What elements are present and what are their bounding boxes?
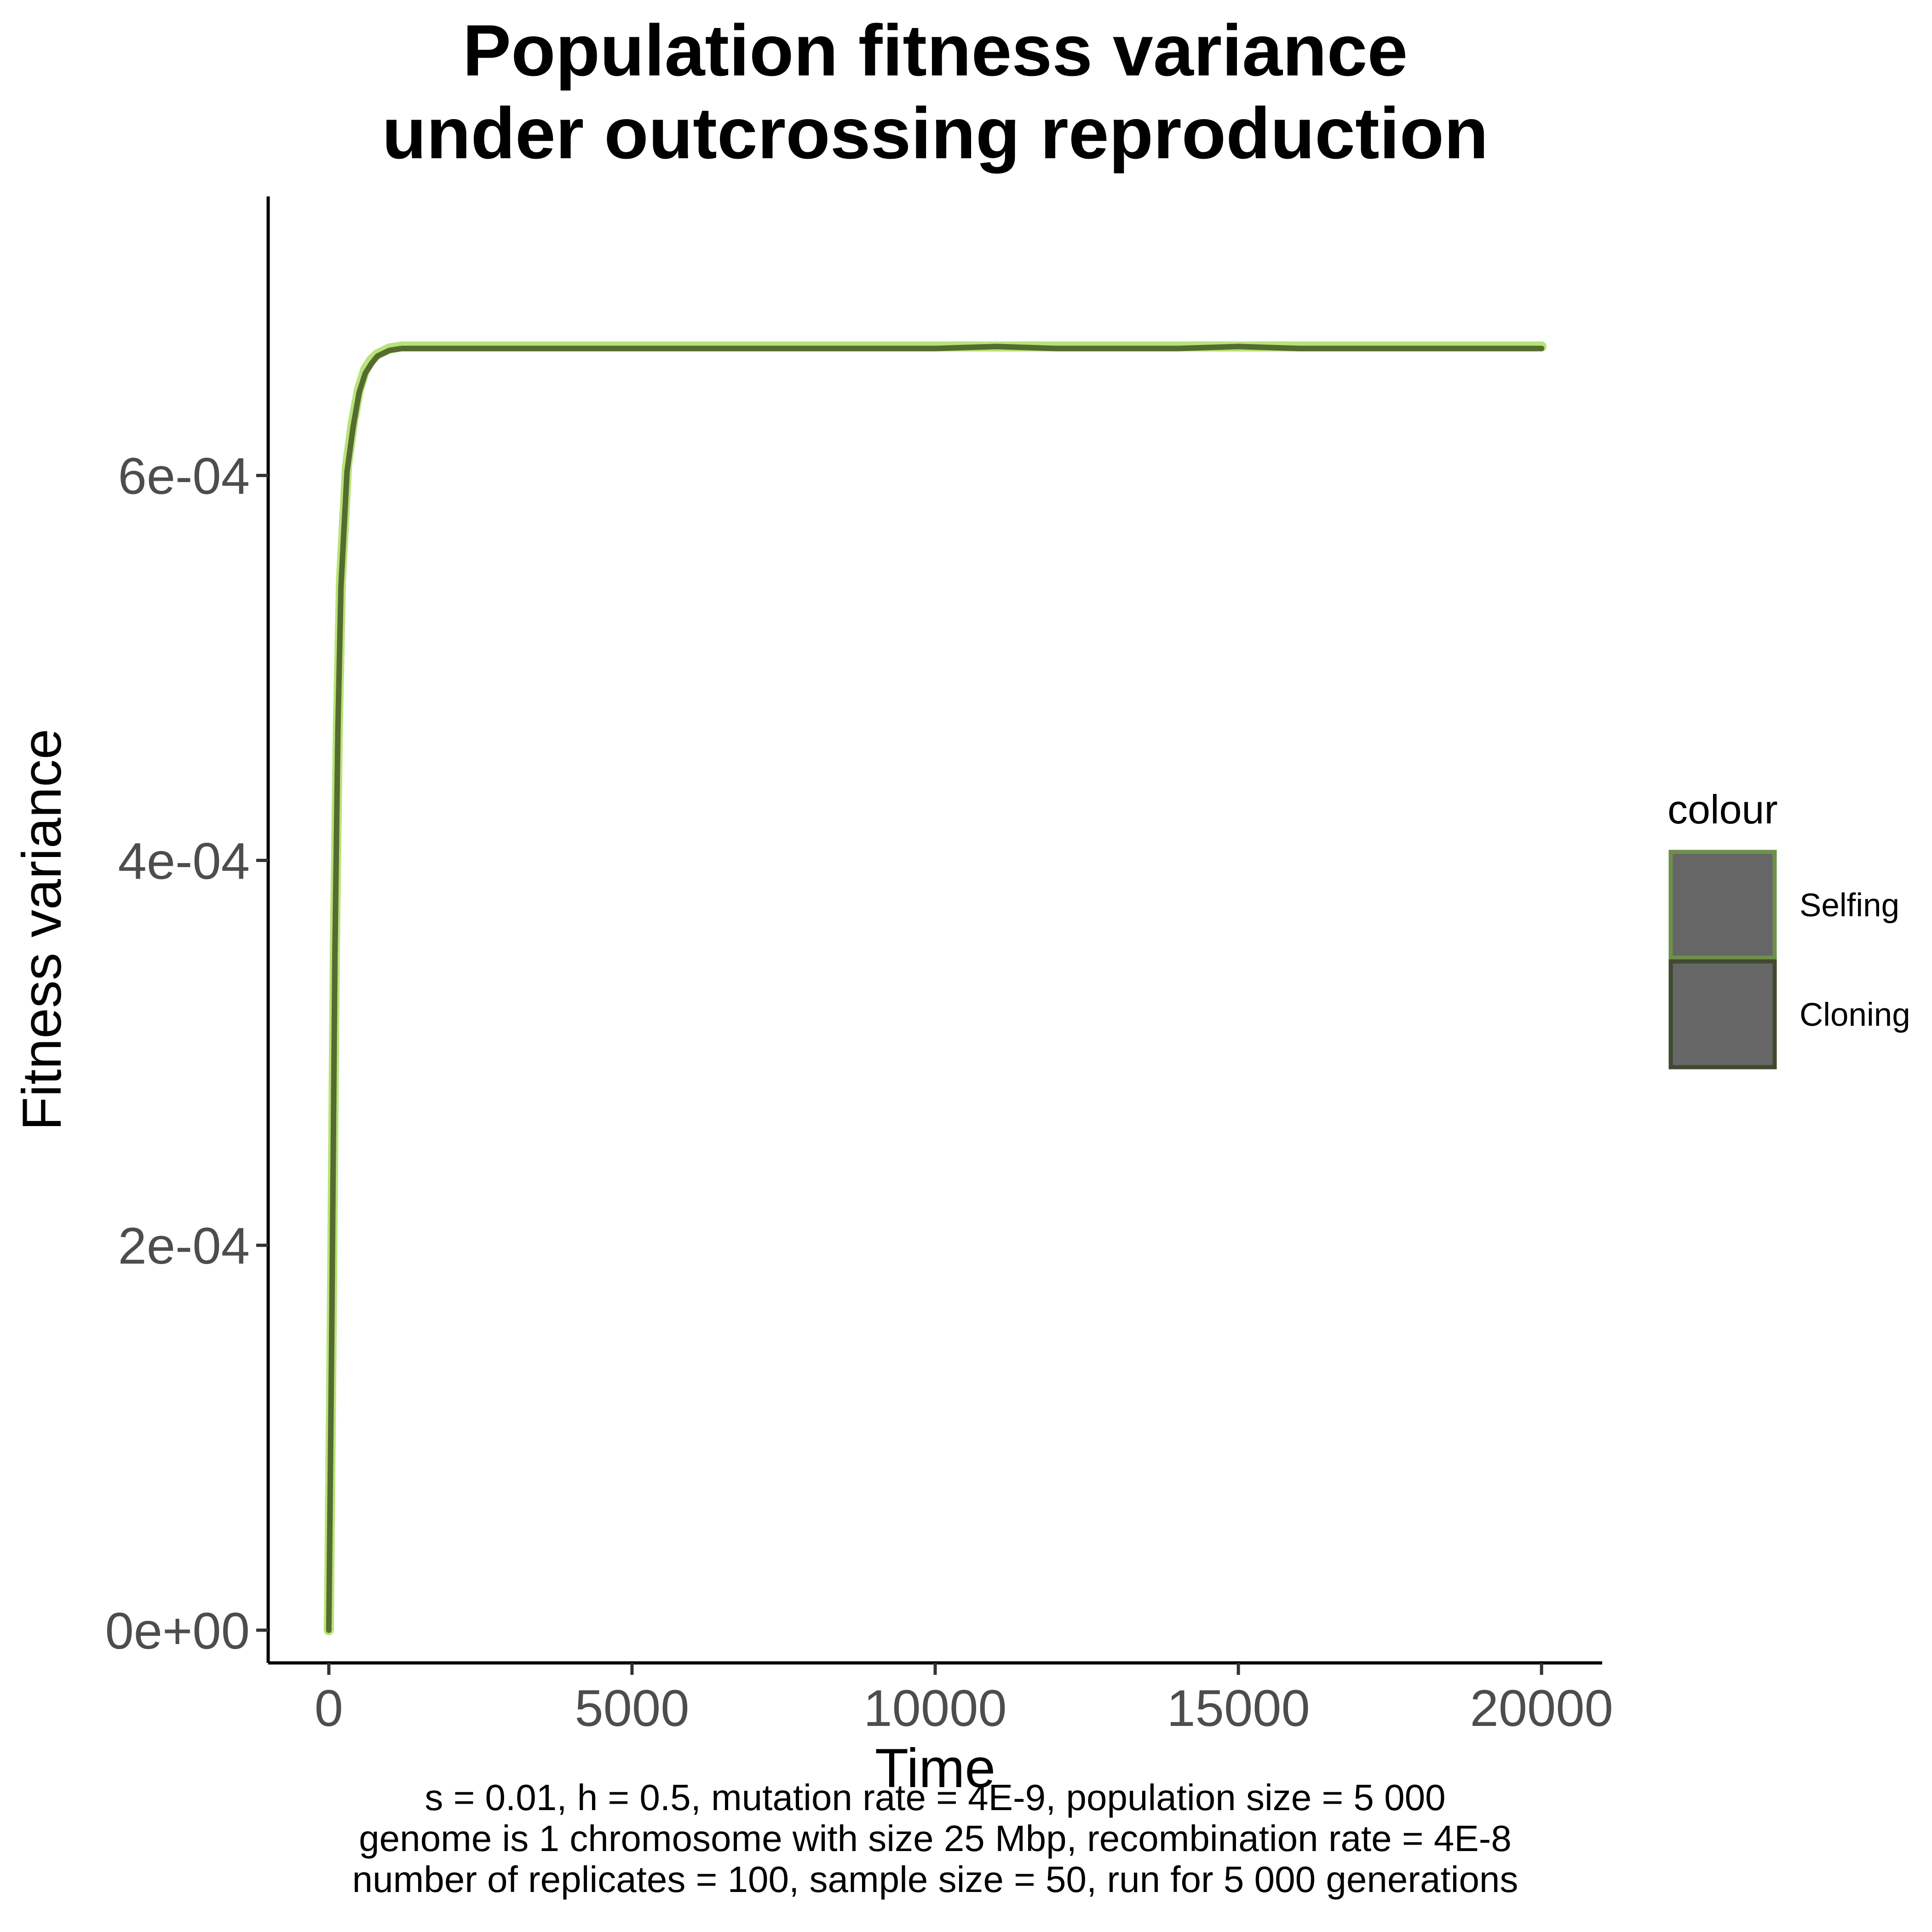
x-axis-title: Time xyxy=(875,1737,995,1799)
series-line-selfing xyxy=(323,341,1547,1635)
caption-line-3: number of replicates = 100, sample size … xyxy=(352,1859,1518,1900)
y-axis-title: Fitness variance xyxy=(11,729,73,1131)
x-tick-label: 10000 xyxy=(863,1679,1006,1737)
x-tick-label: 20000 xyxy=(1470,1679,1613,1737)
y-tick-label: 0e+00 xyxy=(105,1602,250,1660)
legend-label-cloning: Cloning xyxy=(1800,997,1910,1033)
x-tick-label: 15000 xyxy=(1167,1679,1310,1737)
series-line-cloning xyxy=(326,344,1545,1633)
caption-line-2: genome is 1 chromosome with size 25 Mbp,… xyxy=(359,1818,1512,1859)
y-tick-label: 2e-04 xyxy=(118,1217,250,1275)
legend-title: colour xyxy=(1668,787,1778,832)
x-axis-ticks: 0 5000 10000 15000 20000 xyxy=(315,1663,1613,1737)
y-tick-label: 6e-04 xyxy=(118,448,250,505)
caption-line-1: s = 0.01, h = 0.5, mutation rate = 4E-9,… xyxy=(425,1777,1445,1818)
y-axis-ticks: 0e+00 2e-04 4e-04 6e-04 xyxy=(105,448,268,1660)
legend-label-selfing: Selfing xyxy=(1800,887,1899,924)
chart-title-line-2: under outcrossing reproduction xyxy=(382,93,1488,174)
plot-area xyxy=(323,341,1547,1635)
y-tick-label: 4e-04 xyxy=(118,832,250,890)
legend-swatch-selfing xyxy=(1668,850,1777,960)
chart-title-line-1: Population fitness variance xyxy=(463,10,1408,91)
x-tick-label: 5000 xyxy=(575,1679,689,1737)
legend: colour Selfing Cloning xyxy=(1668,787,1910,1070)
legend-swatch-cloning xyxy=(1668,959,1777,1070)
x-tick-label: 0 xyxy=(315,1679,343,1737)
